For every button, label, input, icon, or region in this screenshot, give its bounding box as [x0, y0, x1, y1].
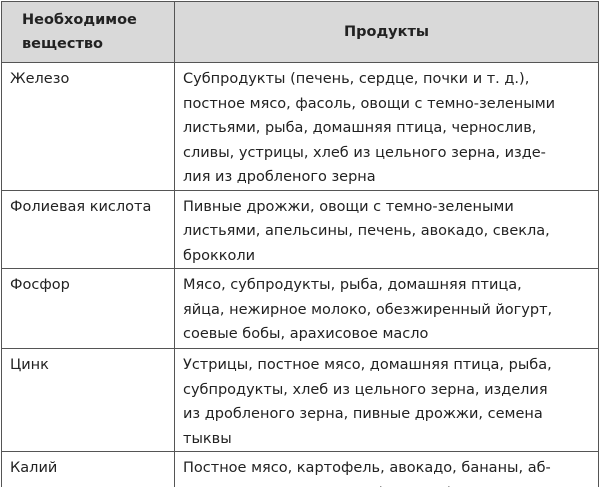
nutrient-cell: Калий [1, 451, 175, 487]
cell-line: субпродукты, хлеб из цельного зерна, изд… [183, 381, 548, 398]
cell-line: Субпродукты (печень, сердце, почки и т. … [183, 71, 530, 87]
table-row: Железо Субпродукты (печень, сердце, почки… [1, 62, 599, 191]
cell-line: сливы, устрицы, хлеб из цельного зерна, … [183, 144, 546, 161]
nutrient-cell: Фолиевая кислота [1, 189, 175, 269]
cell-line: Устрицы, постное мясо, домашняя птица, р… [183, 357, 552, 373]
nutrient-cell: Фосфор [1, 268, 175, 349]
cell-line: Необходимое [22, 11, 137, 28]
table-row: Цинк Устрицы, постное мясо, домашняя птиц… [1, 348, 599, 452]
table-row: Фосфор Мясо, субпродукты, рыба, домашняя … [1, 268, 599, 349]
cell-line: тыквы [183, 430, 232, 447]
cell-line: Мясо, субпродукты, рыба, домашняя птица, [183, 277, 522, 293]
cell-line: из дробленого зерна, пивные дрожжи, семе… [183, 406, 543, 422]
cell-line: Калий [10, 460, 58, 476]
table-row: Калий Постное мясо, картофель, авокадо, б… [1, 451, 599, 487]
cell-line: листьями, рыба, домашняя птица, черносли… [183, 120, 537, 136]
cell-line: яйца, нежирное молоко, обезжиренный йогу… [183, 301, 553, 318]
cell-line: Пивные дрожжи, овощи с темно-зелеными [183, 198, 514, 215]
cell-line: Продукты [344, 23, 429, 40]
products-cell: Пивные дрожжи, овощи с темно-зелеными лис… [174, 189, 599, 269]
products-cell: Субпродукты (печень, сердце, почки и т. … [174, 62, 599, 191]
table-body: Железо Субпродукты (печень, сердце, почки… [1, 62, 599, 487]
cell-line: Постное мясо, картофель, авокадо, бананы… [183, 460, 551, 476]
header-cell: Продукты [174, 1, 599, 63]
cell-line: Железо [10, 71, 70, 87]
header-row: Необходимое вещество Продукты [1, 1, 599, 63]
products-cell: Постное мясо, картофель, авокадо, бананы… [174, 451, 599, 487]
cell-line: листьями, апельсины, печень, авокадо, св… [183, 223, 550, 239]
cell-line: лия из дробленого зерна [183, 169, 376, 185]
nutrient-cell: Железо [1, 62, 175, 191]
products-cell: Устрицы, постное мясо, домашняя птица, р… [174, 348, 599, 452]
cell-line: Фолиевая кислота [10, 198, 152, 215]
nutrient-cell: Цинк [1, 348, 175, 452]
products-cell: Мясо, субпродукты, рыба, домашняя птица,… [174, 268, 599, 349]
cell-line: постное мясо, фасоль, овощи с темно-зеле… [183, 95, 556, 112]
cell-line: рикосы, апельсины, сухофрукты, фасоль, г… [183, 481, 590, 487]
cell-line: вещество [22, 36, 104, 52]
cell-line: соевые бобы, арахисовое масло [183, 326, 429, 342]
header-cell: Необходимое вещество [1, 1, 175, 63]
table-row: Фолиевая кислота Пивные дрожжи, овощи с т… [1, 189, 599, 269]
cell-line: Цинк [10, 357, 49, 373]
cell-line: Фосфор [10, 277, 70, 293]
cell-line: брокколи [183, 247, 256, 264]
